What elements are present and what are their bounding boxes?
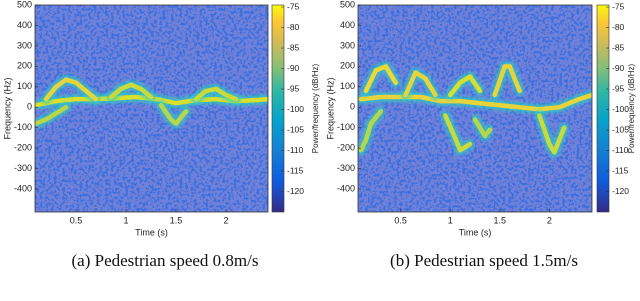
colorbar-tick-label: -115 <box>612 165 629 175</box>
x-tick-label: 1.5 <box>494 215 507 225</box>
x-tick-label: 1 <box>123 215 128 225</box>
y-tick-label: 100 <box>340 81 355 91</box>
colorbar-tick-label: -115 <box>287 165 304 175</box>
colorbar-tick-label: -85 <box>612 42 625 52</box>
x-axis-label: Time (s) <box>459 227 492 237</box>
doppler-trace <box>358 109 384 153</box>
colorbar-tick-label: -120 <box>612 186 629 196</box>
doppler-trace <box>492 64 522 98</box>
y-tick-label: -200 <box>14 143 32 153</box>
colorbar-tick-label: -100 <box>612 104 629 114</box>
y-tick-label: -400 <box>14 183 32 193</box>
doppler-trace <box>358 92 592 112</box>
y-tick-label: 300 <box>340 40 355 50</box>
colorbar-tick-label: -75 <box>612 1 625 11</box>
doppler-trace <box>363 64 398 94</box>
doppler-trace <box>443 113 473 153</box>
y-tick-label: 500 <box>17 0 32 9</box>
colorbar <box>596 4 610 213</box>
traces <box>35 74 268 129</box>
caption: (b) Pedestrian speed 1.5m/s <box>390 251 578 270</box>
y-tick-label: 200 <box>17 61 32 71</box>
y-tick-label: -300 <box>337 163 355 173</box>
y-tick-label: -400 <box>337 183 355 193</box>
doppler-trace <box>108 82 154 100</box>
axes-frame <box>34 4 269 213</box>
y-tick-label: 400 <box>17 20 32 30</box>
colorbar-tick-label: -80 <box>612 22 625 32</box>
spectrogram-panel: -400 -300 -200 -100 0 100 200 300 400 500 0.5 1 1.5 2… <box>2 0 320 270</box>
x-tick-label: 1 <box>448 215 453 225</box>
doppler-trace <box>537 113 567 155</box>
colorbar-tick-label: -80 <box>287 22 300 32</box>
colorbar-label: Power/frequency (dB/Hz) <box>311 63 320 153</box>
x-axis-label: Time (s) <box>135 227 168 237</box>
colorbar-tick-label: -110 <box>287 145 304 155</box>
colorbar-tick-label: -105 <box>612 124 629 134</box>
colorbar-tick-label: -105 <box>287 124 304 134</box>
colorbar-tick-label: -75 <box>287 1 300 11</box>
doppler-trace <box>472 117 493 139</box>
doppler-trace <box>158 102 189 126</box>
doppler-trace <box>447 74 483 98</box>
colorbar-tick-label: -100 <box>287 104 304 114</box>
doppler-trace <box>35 105 69 126</box>
colorbar-tick-label: -95 <box>612 83 625 93</box>
y-tick-label: 100 <box>17 81 32 91</box>
colorbar-label: Power/frequency (dB/Hz) <box>627 63 636 153</box>
y-tick-label: -300 <box>14 163 32 173</box>
colorbar-tick-label: -110 <box>612 145 629 155</box>
y-tick-label: 400 <box>340 20 355 30</box>
doppler-trace <box>43 77 99 102</box>
y-tick-label: 0 <box>27 102 32 112</box>
colorbar-tick-label: -85 <box>287 42 300 52</box>
x-tick-label: 0.5 <box>394 215 407 225</box>
y-axis-label: Frequency (Hz) <box>2 77 12 139</box>
colorbar-tick-label: -95 <box>287 83 300 93</box>
traces <box>358 61 592 158</box>
doppler-trace <box>403 70 438 98</box>
axes-frame <box>357 4 593 213</box>
y-tick-label: 200 <box>340 61 355 71</box>
y-tick-label: -100 <box>337 122 355 132</box>
spectrogram-field <box>35 5 268 212</box>
x-tick-label: 0.5 <box>70 215 83 225</box>
x-tick-label: 2 <box>547 215 552 225</box>
colorbar-tick-label: -120 <box>287 186 304 196</box>
y-tick-label: 0 <box>350 102 355 112</box>
colorbar <box>271 4 285 213</box>
doppler-trace <box>193 86 239 102</box>
y-tick-label: 500 <box>340 0 355 9</box>
caption: (a) Pedestrian speed 0.8m/s <box>72 251 259 270</box>
y-tick-label: 300 <box>17 40 32 50</box>
x-tick-label: 2 <box>223 215 228 225</box>
y-axis-label: Frequency (Hz) <box>325 77 335 139</box>
y-tick-label: -200 <box>337 143 355 153</box>
colorbar-tick-label: -90 <box>612 63 625 73</box>
y-tick-label: -100 <box>14 122 32 132</box>
spectrogram-panel: -400 -300 -200 -100 0 100 200 300 400 500 0.5 1 1.5 2… <box>325 0 636 270</box>
colorbar-tick-label: -90 <box>287 63 300 73</box>
x-tick-label: 1.5 <box>170 215 183 225</box>
